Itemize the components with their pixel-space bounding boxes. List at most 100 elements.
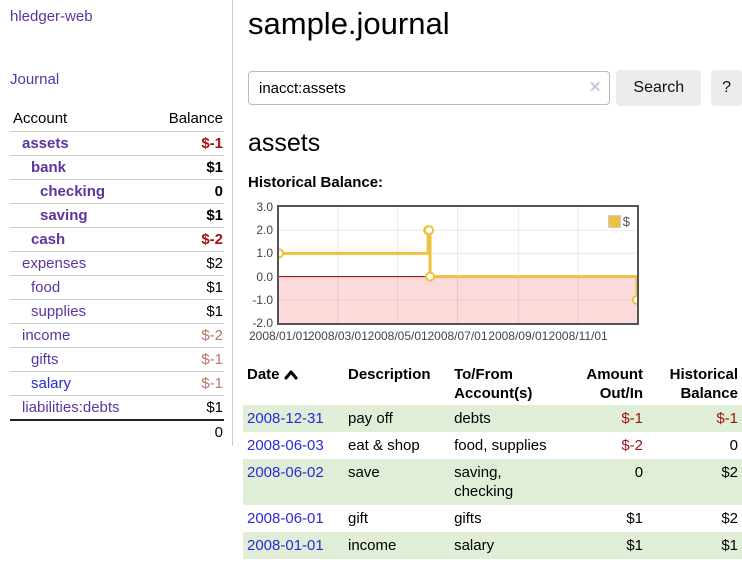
transaction-date-link[interactable]: 2008-06-03 xyxy=(247,437,324,454)
transaction-amount: 0 xyxy=(634,464,644,481)
account-balance: $1 xyxy=(149,155,224,180)
x-axis-tick-label: 2008/01/01 xyxy=(248,329,310,343)
transaction-row: 2008-01-01 income salary $1 $1 xyxy=(243,532,742,559)
account-row: expenses $2 xyxy=(10,251,224,276)
transaction-date-link[interactable]: 2008-06-01 xyxy=(247,510,324,527)
account-balance: $-1 xyxy=(149,347,224,372)
sidebar-account-link[interactable]: supplies xyxy=(31,303,87,320)
x-axis-tick-label: 2008/03/01 xyxy=(307,329,368,343)
search-help-button[interactable]: ? xyxy=(711,70,742,106)
account-balance: $1 xyxy=(149,275,224,300)
transaction-date-link[interactable]: 2008-06-02 xyxy=(247,464,324,481)
account-row: food $1 xyxy=(10,275,224,300)
sidebar-account-link[interactable]: liabilities:debts xyxy=(22,399,120,416)
account-row: gifts $-1 xyxy=(10,347,224,372)
transaction-balance: $2 xyxy=(721,464,738,481)
search-input[interactable] xyxy=(248,71,611,105)
chart-section-label: Historical Balance: xyxy=(248,174,384,191)
account-balance: $2 xyxy=(149,251,224,276)
app-title-link[interactable]: hledger-web xyxy=(10,8,93,25)
transaction-balance: $1 xyxy=(721,537,738,554)
sidebar-account-link[interactable]: assets xyxy=(22,135,69,152)
transaction-description: gift xyxy=(348,510,369,527)
y-axis-tick-label: -2.0 xyxy=(252,316,273,330)
account-balance: $1 xyxy=(149,203,224,228)
legend-swatch-icon xyxy=(607,215,621,228)
account-row: checking 0 xyxy=(10,179,224,204)
clear-search-icon[interactable]: ✕ xyxy=(588,79,602,96)
sort-ascending-icon xyxy=(284,370,298,380)
sidebar-account-link[interactable]: food xyxy=(31,279,61,296)
transaction-amount: $1 xyxy=(626,537,644,554)
transaction-row: 2008-12-31 pay off debts $-1 $-1 xyxy=(243,405,742,432)
account-balance: $1 xyxy=(149,395,224,420)
transaction-balance: 0 xyxy=(729,437,738,454)
x-axis-tick-label: 2008/11/01 xyxy=(548,329,608,343)
transaction-description: pay off xyxy=(348,410,393,427)
account-row: income $-2 xyxy=(10,323,224,348)
y-axis-tick-label: 3.0 xyxy=(256,200,273,214)
transaction-balance: $2 xyxy=(721,510,738,527)
account-balance: $-1 xyxy=(149,131,224,156)
sidebar-account-link[interactable]: salary xyxy=(31,375,72,392)
account-row: assets $-1 xyxy=(10,131,224,156)
transaction-date-link[interactable]: 2008-12-31 xyxy=(247,410,324,427)
y-axis-tick-label: 1.0 xyxy=(256,246,273,261)
sidebar-account-link[interactable]: saving xyxy=(40,207,88,224)
chart-plot-area: $ xyxy=(277,205,639,325)
account-heading: assets xyxy=(248,129,321,157)
sidebar: hledger-web Journal Account Balance asse… xyxy=(0,0,233,446)
account-row: bank $1 xyxy=(10,155,224,180)
sidebar-account-link[interactable]: gifts xyxy=(31,351,59,368)
account-row: supplies $1 xyxy=(10,299,224,324)
balance-column-header: Balance xyxy=(168,110,223,127)
account-row: salary $-1 xyxy=(10,371,224,396)
txn-column-header[interactable]: Date xyxy=(243,363,344,405)
sidebar-account-link[interactable]: bank xyxy=(31,159,67,176)
transaction-balance: $-1 xyxy=(716,410,738,427)
sidebar-account-link[interactable]: expenses xyxy=(22,255,87,272)
x-axis-tick-label: 2008/09/01 xyxy=(488,329,549,343)
search-form: ✕ Search ? xyxy=(248,70,742,106)
account-row: saving $1 xyxy=(10,203,224,228)
sidebar-account-link[interactable]: cash xyxy=(31,231,66,248)
account-balance-table: Account Balance assets $-1 bank $1 checking 0… xyxy=(10,106,224,444)
txn-column-header: Description xyxy=(348,366,431,383)
transaction-date-link[interactable]: 2008-01-01 xyxy=(247,537,324,554)
transaction-amount: $-1 xyxy=(621,410,644,427)
account-column-header: Account xyxy=(13,110,68,127)
transaction-description: income xyxy=(348,537,397,554)
transaction-amount: $-2 xyxy=(621,437,644,454)
sidebar-account-link[interactable]: checking xyxy=(40,183,106,200)
main-content: sample.journal ✕ Search ? assets Histori… xyxy=(243,0,742,559)
sidebar-item-journal[interactable]: Journal xyxy=(10,71,60,88)
y-axis-tick-label: 0.0 xyxy=(256,269,273,284)
txn-column-header: To/From Account(s) xyxy=(454,366,533,402)
account-row: cash $-2 xyxy=(10,227,224,252)
transaction-accounts: debts xyxy=(454,410,491,427)
transaction-row: 2008-06-01 gift gifts $1 $2 xyxy=(243,505,742,532)
transaction-description: eat & shop xyxy=(348,437,420,454)
chart-canvas xyxy=(279,207,637,323)
account-row: liabilities:debts $1 xyxy=(10,395,224,420)
transaction-row: 2008-06-03 eat & shop food, supplies $-2 0 xyxy=(243,432,742,459)
account-balance: $-1 xyxy=(149,371,224,396)
transaction-accounts: saving, checking xyxy=(454,464,514,500)
account-balance: $1 xyxy=(149,299,224,324)
transaction-accounts: gifts xyxy=(454,510,482,527)
account-balance: $-2 xyxy=(149,323,224,348)
transaction-accounts: food, supplies xyxy=(454,437,547,454)
transaction-description: save xyxy=(348,464,380,481)
sidebar-account-link[interactable]: income xyxy=(22,327,71,344)
transaction-row: 2008-06-02 save saving, checking 0 $2 xyxy=(243,459,742,505)
total-balance: 0 xyxy=(149,419,224,444)
legend-label: $ xyxy=(622,214,630,229)
transactions-table: Date Description To/From Account(s) Amount … xyxy=(243,363,742,559)
account-balance: $-2 xyxy=(149,227,224,252)
total-row: 0 xyxy=(10,419,224,444)
search-button[interactable]: Search xyxy=(616,70,702,106)
txn-column-header: Amount Out/In xyxy=(586,366,644,402)
y-axis-tick-label: -1.0 xyxy=(252,292,273,307)
x-axis-tick-label: 2008/07/01 xyxy=(427,329,488,343)
account-balance: 0 xyxy=(149,179,224,204)
